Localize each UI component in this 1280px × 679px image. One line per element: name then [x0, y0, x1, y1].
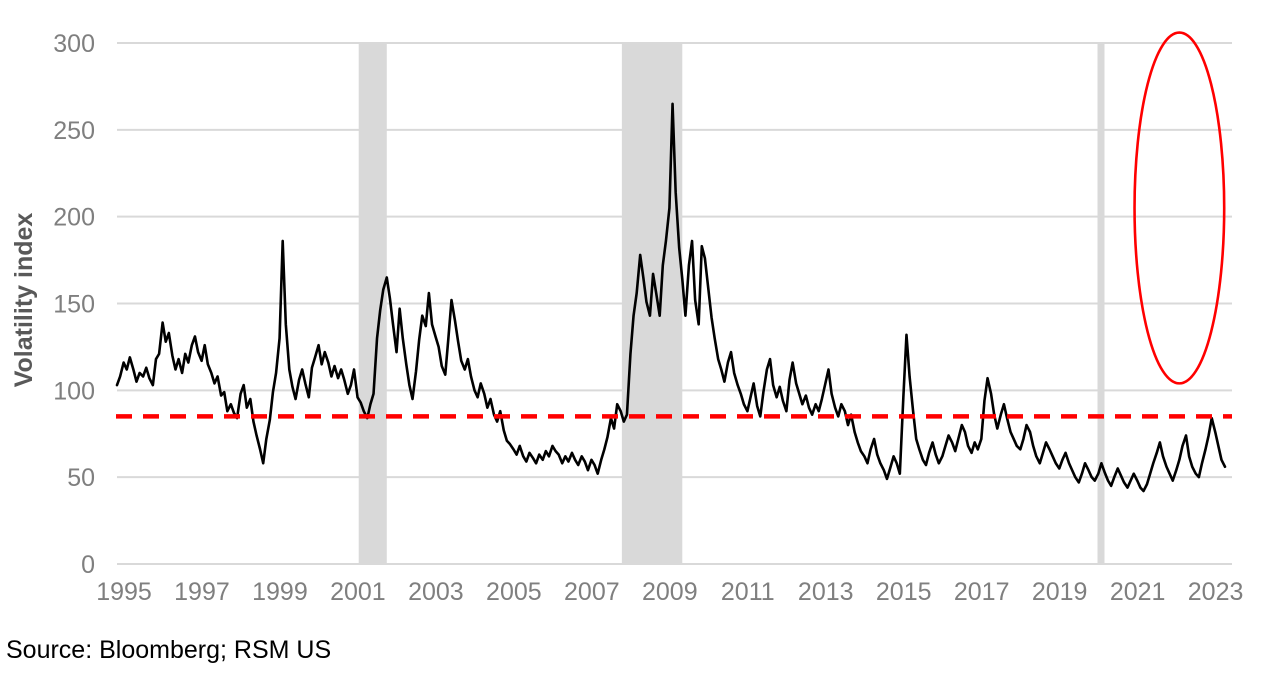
x-tick-label-1997: 1997: [174, 578, 230, 606]
y-tick-label-150: 150: [53, 291, 95, 319]
x-tick-label-2023: 2023: [1188, 578, 1244, 606]
x-tick-label-2013: 2013: [798, 578, 854, 606]
y-tick-label-250: 250: [53, 117, 95, 145]
x-tick-label-2003: 2003: [408, 578, 464, 606]
x-tick-label-2015: 2015: [876, 578, 932, 606]
source-note: Source: Bloomberg; RSM US: [6, 636, 332, 664]
x-tick-label-2019: 2019: [1032, 578, 1088, 606]
series-line-0: [115, 102, 1227, 493]
x-axis-tick-labels: 1995 1997 1999 2001 2003 2005 2007 2009 2011 2013…: [96, 578, 1243, 606]
y-tick-label-300: 300: [53, 30, 95, 58]
x-tick-label-2021: 2021: [1110, 578, 1166, 606]
x-tick-label-2005: 2005: [486, 578, 542, 606]
x-tick-label-2007: 2007: [564, 578, 620, 606]
x-tick-label-1999: 1999: [252, 578, 308, 606]
y-tick-label-0: 0: [81, 551, 95, 579]
y-tick-label-100: 100: [53, 377, 95, 405]
y-axis-tick-labels: 0 50 100 150 200 250 300: [53, 30, 95, 579]
y-axis-title: Volatility index: [10, 213, 38, 388]
x-tick-label-2001: 2001: [330, 578, 386, 606]
chart-annotations: [1133, 31, 1226, 385]
data-series-lines: [115, 102, 1227, 493]
x-tick-label-2009: 2009: [642, 578, 698, 606]
annotation-ellipse-0: [1133, 31, 1226, 385]
x-tick-label-1995: 1995: [96, 578, 152, 606]
x-tick-label-2011: 2011: [721, 578, 775, 606]
x-tick-label-2017: 2017: [954, 578, 1010, 606]
y-tick-label-50: 50: [67, 464, 95, 492]
y-tick-label-200: 200: [53, 204, 95, 232]
